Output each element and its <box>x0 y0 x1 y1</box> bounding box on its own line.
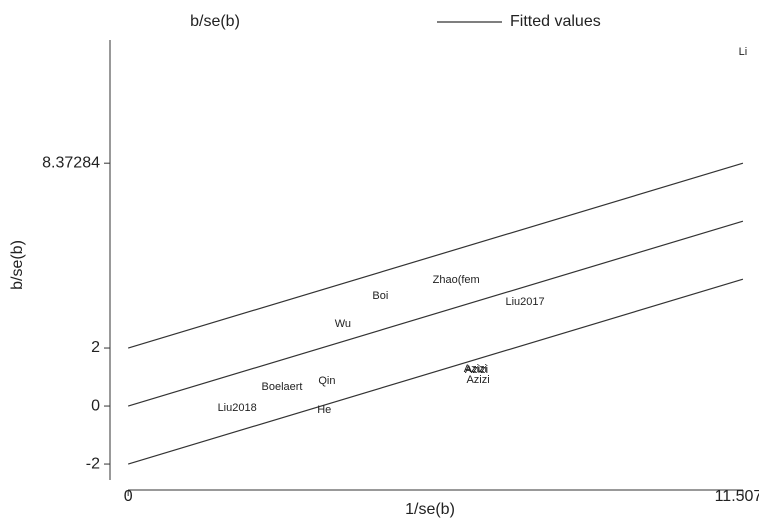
point-label: Li <box>739 46 748 58</box>
point-label: Azizi <box>466 374 489 386</box>
x-tick-label: 0 <box>124 488 133 505</box>
legend-label: b/se(b) <box>190 13 240 30</box>
y-tick-label: -2 <box>86 455 100 472</box>
point-label: Boi <box>372 290 388 302</box>
point-label: Liu2018 <box>218 402 257 414</box>
point-label: Azizi <box>464 363 487 375</box>
point-label: Boelaert <box>262 381 303 393</box>
y-axis-title: b/se(b) <box>9 240 26 290</box>
y-tick-label: 0 <box>91 397 100 414</box>
point-label: Wu <box>335 318 351 330</box>
point-label: Liu2017 <box>506 296 545 308</box>
fitted-line <box>127 220 744 407</box>
fitted-line <box>127 278 744 465</box>
x-axis-title: 1/se(b) <box>405 501 455 518</box>
point-label: He <box>317 404 331 416</box>
y-tick-label: 8.37284 <box>42 154 100 171</box>
legend-label: Fitted values <box>510 13 601 30</box>
point-label: Qin <box>318 375 335 387</box>
y-tick-label: 2 <box>91 339 100 356</box>
x-tick-label: 11.5075 <box>715 488 759 505</box>
fitted-line <box>127 162 744 349</box>
point-label: Zhao(fem <box>433 274 480 286</box>
point-label: Azizi <box>465 364 488 376</box>
